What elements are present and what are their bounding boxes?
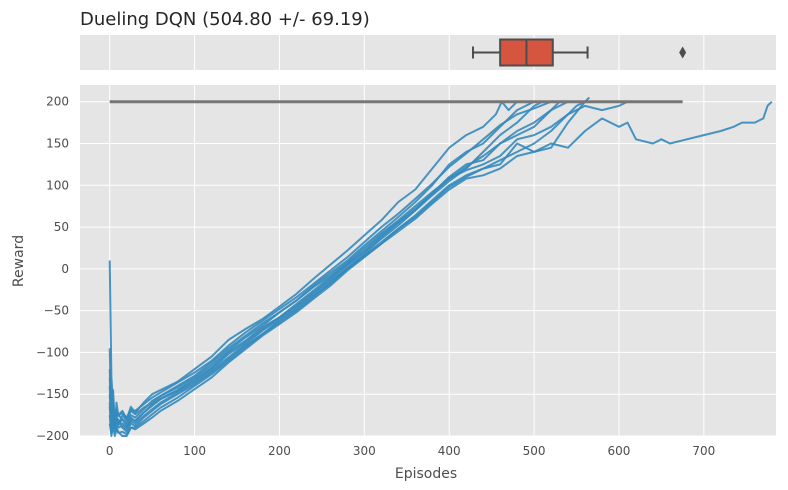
x-tick-label: 600 (608, 444, 631, 458)
y-tick-label: −100 (36, 345, 69, 359)
y-tick-label: 200 (46, 95, 69, 109)
y-tick-label: 100 (46, 178, 69, 192)
x-tick-label: 400 (438, 444, 461, 458)
reward-curve (108, 100, 636, 427)
boxplot (471, 38, 687, 67)
reward-curve (108, 100, 518, 429)
y-tick-label: 150 (46, 137, 69, 151)
reward-curve (108, 100, 773, 437)
x-tick-label: 700 (692, 444, 715, 458)
y-tick-label: 50 (54, 220, 69, 234)
y-tick-label: −150 (36, 387, 69, 401)
reward-curve (108, 100, 552, 422)
boxplot-outlier (679, 46, 687, 59)
x-tick-label: 500 (523, 444, 546, 458)
reward-curve (108, 100, 569, 429)
reward-curve (108, 96, 590, 433)
boxplot-panel (80, 35, 776, 70)
chart-title: Dueling DQN (504.80 +/- 69.19) (80, 9, 370, 30)
y-tick-label: −50 (44, 304, 69, 318)
x-tick-label: 100 (183, 444, 206, 458)
x-tick-label: 0 (106, 444, 114, 458)
y-tick-label: −200 (36, 429, 69, 443)
y-tick-label: 0 (61, 262, 69, 276)
reward-curve (108, 100, 586, 437)
series-lines (108, 96, 773, 437)
y-tick-labels: −200 −150 −100 −50 0 50 100 150 200 (36, 95, 69, 443)
x-tick-labels: 0 100 200 300 400 500 600 700 (106, 444, 715, 458)
reward-curve (108, 100, 561, 433)
y-axis-label: Reward (11, 235, 27, 287)
x-tick-label: 300 (353, 444, 376, 458)
reward-curve (108, 100, 544, 434)
x-axis-label: Episodes (395, 466, 457, 482)
x-tick-label: 200 (268, 444, 291, 458)
